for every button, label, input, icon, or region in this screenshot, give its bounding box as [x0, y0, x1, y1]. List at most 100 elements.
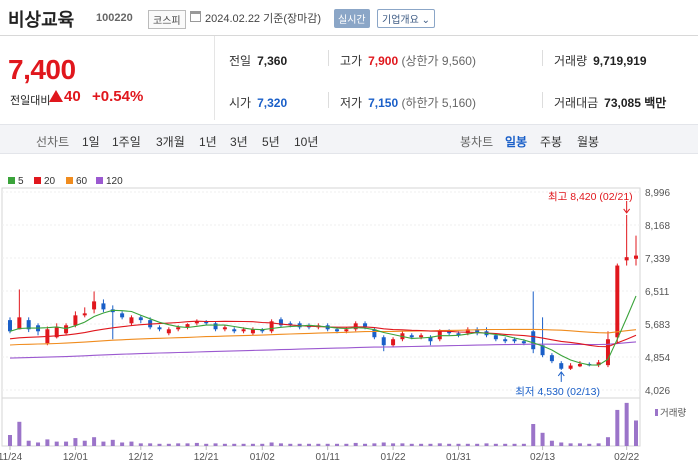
- candle-body: [456, 333, 461, 336]
- volume-bar: [241, 443, 246, 446]
- candle-chart-label: 봉차트: [460, 135, 494, 149]
- x-tick-label: 02/22: [614, 452, 639, 463]
- candle-body: [503, 339, 508, 342]
- volume-bar: [120, 442, 125, 446]
- volume-bar: [138, 443, 143, 446]
- candle-body: [129, 317, 134, 324]
- volume-bar: [596, 443, 601, 446]
- volume-bar: [297, 443, 302, 446]
- volume-bar: [17, 421, 22, 446]
- candle-body: [73, 315, 78, 326]
- volume-bar: [316, 443, 321, 446]
- candle-daily[interactable]: 일봉: [505, 135, 528, 149]
- quote-grid: 전일 7,360 고가 7,900 (상한가 9,560) 거래량 9,719,919…: [215, 36, 698, 120]
- volume-bar: [559, 442, 564, 446]
- volume-bar: [400, 443, 405, 446]
- candle-body: [204, 321, 209, 324]
- volume-bar: [232, 443, 237, 446]
- volume-legend-swatch: [655, 409, 658, 416]
- change-amount: 40: [64, 88, 81, 105]
- change-percent: +0.54%: [92, 88, 144, 105]
- stock-name: 비상교육: [8, 10, 75, 30]
- candle-body: [138, 317, 143, 321]
- candle-body: [335, 329, 340, 332]
- y-tick-label: 4,854: [645, 353, 670, 364]
- volume-bar: [45, 439, 50, 446]
- volume-bar: [82, 440, 87, 446]
- prev-close: 전일 7,360: [229, 54, 288, 68]
- period-3y[interactable]: 3년: [230, 135, 248, 149]
- y-tick-label: 7,339: [645, 254, 670, 265]
- candle-body: [232, 329, 237, 332]
- candle-body: [540, 345, 545, 356]
- candle-body: [568, 365, 573, 369]
- period-10y[interactable]: 10년: [294, 135, 319, 149]
- volume-bar: [372, 443, 377, 446]
- company-info-button[interactable]: 기업개요 ⌄: [377, 9, 435, 28]
- volume-bar: [250, 443, 255, 446]
- candle-body: [531, 331, 536, 350]
- base-date: 2024.02.22 기준(장마감): [205, 13, 322, 25]
- candle-body: [549, 355, 554, 362]
- candle-body: [465, 329, 470, 334]
- volume: 거래량 9,719,919: [554, 54, 647, 68]
- period-1d[interactable]: 1일: [82, 135, 100, 149]
- volume-bar: [456, 443, 461, 446]
- x-tick-label: 01/31: [446, 452, 471, 463]
- candle-body: [250, 329, 255, 334]
- period-3m[interactable]: 3개월: [156, 135, 185, 149]
- x-tick-label: 12/21: [194, 452, 219, 463]
- period-1y[interactable]: 1년: [199, 135, 217, 149]
- y-tick-label: 6,511: [645, 287, 670, 298]
- volume-bar: [176, 443, 181, 446]
- volume-bar: [129, 441, 134, 446]
- candle-monthly[interactable]: 월봉: [577, 135, 600, 149]
- candle-body: [493, 335, 498, 340]
- volume-bar: [148, 443, 153, 446]
- candle-body: [241, 329, 246, 332]
- candle-body: [185, 324, 190, 328]
- volume-bar: [428, 443, 433, 446]
- low-annotation: 최저 4,530 (02/13): [515, 386, 600, 398]
- current-price: 7,400: [8, 54, 76, 85]
- candle-body: [8, 320, 12, 332]
- volume-bar: [26, 440, 31, 446]
- candle-body: [559, 363, 564, 369]
- candle-weekly[interactable]: 주봉: [540, 135, 563, 149]
- candle-body: [615, 265, 620, 338]
- candle-body: [409, 335, 414, 338]
- candle-body: [475, 329, 480, 334]
- candle-body: [363, 323, 368, 328]
- x-tick-label: 12/12: [128, 452, 153, 463]
- volume-bar: [521, 443, 526, 446]
- low-arrow-head: [557, 371, 565, 377]
- candle-body: [82, 313, 87, 316]
- x-tick-label: 11/24: [0, 452, 23, 463]
- candle-body: [288, 323, 293, 326]
- candle-body: [419, 335, 424, 338]
- ma5-line: [9, 295, 637, 366]
- volume-bar: [391, 443, 396, 446]
- candle-body: [278, 319, 283, 326]
- legend-ma5: 5: [8, 176, 24, 187]
- volume-bar: [185, 443, 190, 446]
- legend-ma120: 120: [96, 176, 123, 187]
- trade-amount: 거래대금 73,085 백만: [554, 96, 667, 110]
- realtime-button[interactable]: 실시간: [334, 9, 370, 28]
- volume-bar: [549, 440, 554, 446]
- legend-ma20: 20: [34, 176, 55, 187]
- candle-body: [624, 257, 629, 261]
- candle-body: [447, 331, 452, 334]
- volume-bar: [465, 443, 470, 446]
- volume-bar: [110, 439, 115, 446]
- legend-ma60: 60: [66, 176, 87, 187]
- x-tick-label: 01/22: [381, 452, 406, 463]
- period-5y[interactable]: 5년: [262, 135, 280, 149]
- volume-bar: [437, 443, 442, 446]
- candle-body: [428, 337, 433, 342]
- period-1w[interactable]: 1주일: [112, 135, 141, 149]
- volume-label: 거래량: [660, 407, 686, 419]
- volume-bar: [531, 424, 536, 446]
- divider: [328, 50, 329, 66]
